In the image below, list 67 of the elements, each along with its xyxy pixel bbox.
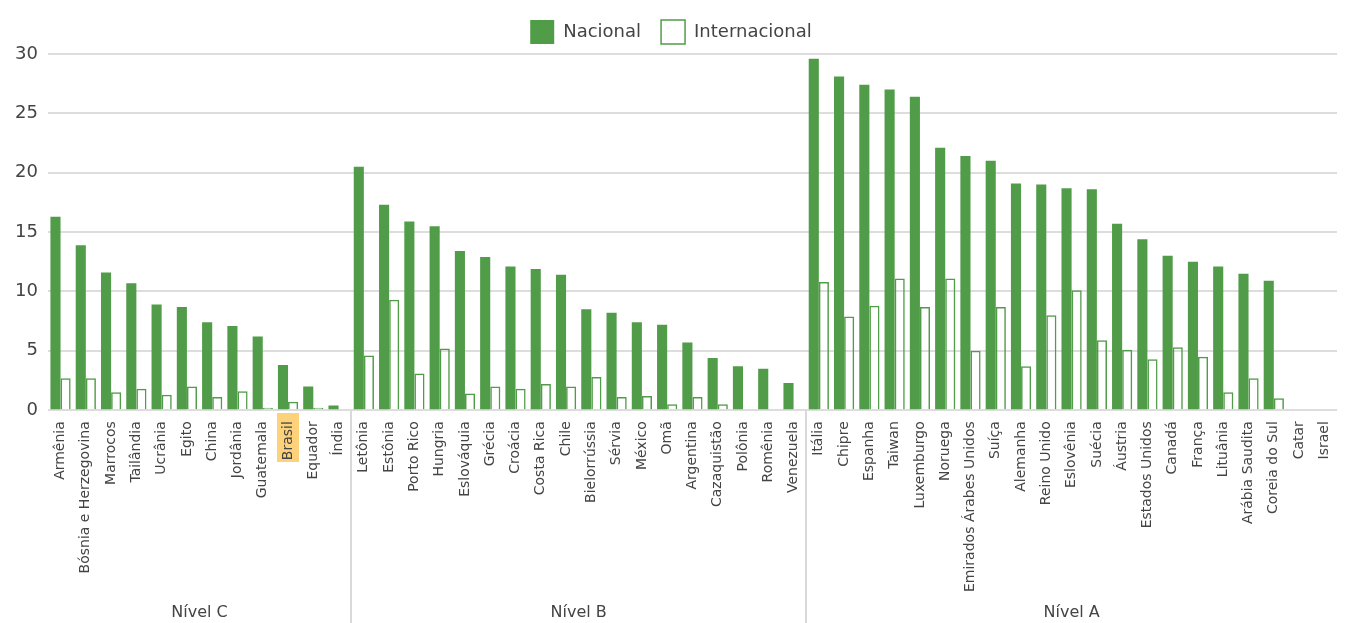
x-tick-label: Egito [177,421,194,457]
y-tick-label: 0 [26,397,38,419]
y-tick-label: 5 [26,338,38,360]
x-tick-label: Omã [657,421,674,455]
x-tick-label: Costa Rica [531,421,548,496]
x-tick-label: Chile [556,421,573,457]
bar [758,368,769,410]
x-tick-label: Israel [1315,421,1331,460]
text: Nível A [1043,602,1100,622]
y-tick-label: 15 [15,219,38,241]
x-tick-label: Suíça [986,421,1003,460]
x-tick-label: Suécia [1087,421,1104,468]
x-tick-label: Grécia [480,421,497,467]
bar [328,405,339,410]
x-tick-label: Guatemala [253,421,270,499]
legend-label: Internacional [694,19,812,41]
x-tick-label: Porto Rico [405,421,422,492]
x-tick-label: Espanha [860,421,877,482]
y-tick-label: 25 [15,101,38,123]
x-tick-label: Sérvia [607,421,624,466]
bar [783,382,794,410]
x-tick-label: Marrocos [101,421,118,485]
x-tick-label: Romênia [758,421,775,483]
x-tick-label: França [1188,421,1205,468]
x-tick-label: Argentina [683,421,700,490]
x-tick-label: Polônia [733,421,750,472]
x-tick-label: Bósnia e Herzegovina [76,421,93,574]
x-tick-label: Estados Unidos [1138,421,1155,529]
x-tick-label: Cazaquistão [708,421,725,508]
x-tick-label: Letônia [354,421,371,473]
x-tick-label: Alemanha [1011,421,1028,492]
x-tick-label: Estônia [379,421,396,473]
x-tick-label: Reino Unido [1036,421,1053,506]
x-tick-label: México [632,421,649,471]
x-tick-label: Coreia do Sul [1264,421,1281,515]
bar [732,366,744,410]
x-tick-label: Equador [303,420,320,480]
x-tick-label: Bielorrússia [581,421,598,503]
x-tick-label: Arábia Saudita [1239,421,1256,525]
x-tick-label: Taiwan [885,421,902,470]
x-tick-label: Tailândia [127,421,144,484]
x-tick-label: Canadá [1163,421,1180,475]
x-tick-label: Ucrânia [152,421,169,475]
x-tick-label: Índia [329,421,346,456]
x-tick-label: Brasil [278,421,295,461]
x-tick-label: Itália [809,421,826,456]
x-tick-label: Croácia [506,421,523,474]
x-tick-label: Eslovênia [1062,421,1079,489]
text: Nível C [171,602,228,622]
x-tick-label: China [202,421,219,462]
x-tick-label: Armênia [51,421,68,480]
x-tick-label: Noruega [935,421,952,481]
x-tick-label: Catar [1289,420,1306,460]
x-tick-label: Luxemburgo [910,421,927,509]
x-tick-label: Lituânia [1213,421,1230,478]
x-tick-label: Eslováquia [455,421,472,497]
x-tick-label: Chipre [834,421,851,467]
x-tick-label: Áustria [1112,421,1129,471]
y-tick-label: 30 [15,41,38,63]
x-tick-label: Venezuela [784,421,801,494]
legend-label: Nacional [563,19,642,41]
x-tick-label: Emirados Árabes Unidos [961,421,978,593]
y-tick-label: 10 [15,279,38,301]
x-tick-label: Jordânia [228,421,245,480]
y-tick-label: 20 [15,160,38,182]
x-tick-label: Hungria [430,421,447,477]
text: Nível B [550,602,607,622]
